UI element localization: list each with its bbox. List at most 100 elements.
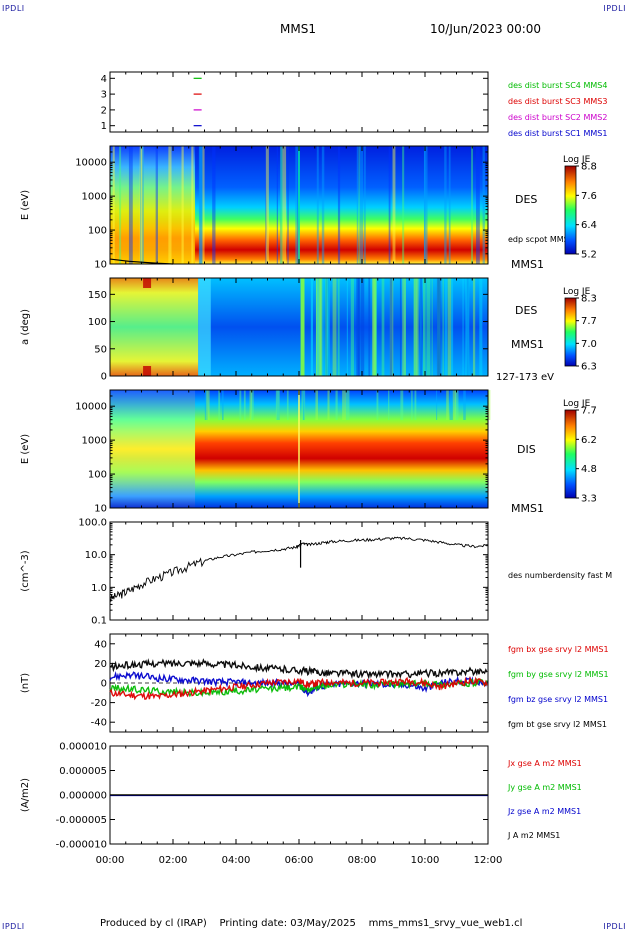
des-pitch-stripe — [447, 278, 452, 376]
des-energy-stripe — [359, 146, 364, 264]
dis-energy-colorbar-label: 7.7 — [581, 406, 597, 417]
dis-energy-stripe — [400, 390, 404, 420]
dis-energy-stripe — [243, 390, 246, 420]
des-pitch-stripe — [374, 278, 378, 376]
time-tick-label: 08:00 — [348, 855, 377, 866]
des-energy-stripe — [444, 146, 447, 264]
des-energy-stripe — [476, 146, 480, 264]
des-pitch-stripe — [442, 278, 444, 376]
des-energy-stripe — [128, 146, 133, 264]
des-pitch-stripe — [326, 278, 330, 376]
burst-legend-1: des dist burst SC1 MMS1 — [508, 129, 607, 138]
dis-energy-stripe — [436, 390, 438, 420]
des-pitch-transition — [198, 278, 211, 376]
des-pitch-hotspot — [143, 366, 152, 376]
des-pitch-stripe — [431, 278, 433, 376]
des-pitch-stripe — [319, 278, 323, 376]
dis-energy-stripe — [249, 390, 252, 420]
des-energy-sc-label: MMS1 — [511, 258, 544, 271]
des-energy-stripe — [202, 146, 205, 264]
des-energy-stripe — [388, 146, 391, 264]
des_energy-ytick-label: 100 — [88, 226, 107, 237]
dis-energy-stripe — [414, 390, 417, 420]
des_pitch-ytick-label: 0 — [101, 372, 107, 383]
time-tick-label: 10:00 — [411, 855, 440, 866]
dis_energy-ytick-label: 10 — [94, 504, 107, 515]
bfield-legend-2: fgm by gse srvy l2 MMS1 — [508, 670, 609, 679]
dis-energy-stripe — [335, 390, 338, 420]
des-pitch-label: DES — [515, 304, 537, 317]
des-pitch-stripe — [350, 278, 354, 376]
dis-energy-stripe — [204, 390, 208, 420]
current-legend-4: J A m2 MMS1 — [507, 831, 560, 840]
density-frame — [109, 521, 489, 621]
footer-printing-date: Printing date: 03/May/2025 — [219, 918, 356, 929]
des-energy-stripe — [280, 146, 283, 264]
corner-label-top-left: IPDLI — [2, 4, 25, 13]
des_pitch-ytick-label: 150 — [88, 290, 107, 301]
burst-legend-2: des dist burst SC2 MMS2 — [508, 113, 607, 122]
des-pitch-stripe — [325, 278, 329, 376]
des_pitch-ylabel: a (deg) — [20, 309, 31, 345]
des-pitch-stripe — [310, 278, 313, 376]
des-pitch-stripe — [444, 278, 448, 376]
des-pitch-stripe — [414, 278, 416, 376]
des-pitch-stripe — [404, 278, 406, 376]
footer-produced: Produced by cl (IRAP) — [100, 918, 207, 929]
density-ytick-label: 100.0 — [78, 518, 107, 529]
des-energy-colorbar — [564, 165, 577, 255]
dis-energy-stripe — [286, 390, 289, 420]
bfield-series-1 — [109, 676, 488, 701]
dis-energy-stripe — [452, 390, 457, 420]
des-pitch-stripe — [466, 278, 469, 376]
dis-energy-stripe — [342, 390, 346, 420]
des-pitch-colorbar-label: 7.0 — [581, 339, 597, 350]
burst-legend-3: des dist burst SC3 MMS3 — [508, 97, 607, 106]
des-energy-label: DES — [515, 193, 537, 206]
bfield-legend-4: fgm bt gse srvy l2 MMS1 — [508, 720, 607, 729]
current-ytick-label: -0.000005 — [56, 815, 107, 826]
time-tick-label: 00:00 — [96, 855, 125, 866]
des-pitch-stripe — [462, 278, 464, 376]
des-pitch-stripe — [319, 278, 322, 376]
des-energy-stripe — [181, 146, 184, 264]
time-tick-label: 02:00 — [159, 855, 188, 866]
dis_energy-ylabel: E (eV) — [20, 434, 31, 464]
des-energy-stripe — [363, 146, 366, 264]
dis-energy-stripe — [218, 390, 221, 420]
dis-energy-early-interval — [110, 390, 196, 508]
des-energy-stripe — [471, 146, 474, 264]
bfield-ytick-label: 0 — [101, 679, 107, 690]
des-energy-stripe — [191, 146, 194, 264]
des-pitch-stripe — [413, 278, 418, 376]
dis-energy-colorbar-title: Log JE — [563, 399, 591, 409]
des-pitch-stripe — [337, 278, 340, 376]
des-pitch-stripe — [316, 278, 320, 376]
des-pitch-stripe — [321, 278, 325, 376]
dis-energy-stripe — [454, 390, 459, 420]
current-legend-1: Jx gse A m2 MMS1 — [507, 759, 582, 768]
footer: Produced by cl (IRAP) Printing date: 03/… — [100, 918, 522, 929]
des-energy-stripe — [424, 146, 428, 264]
des-energy-stripe — [482, 146, 485, 264]
dis-energy-label: DIS — [517, 443, 536, 456]
des-energy-stripe — [337, 146, 341, 264]
des-pitch-stripe — [368, 278, 371, 376]
des-energy-colorbar-title: Log JE — [563, 155, 591, 165]
density-legend: des numberdensity fast M — [508, 571, 612, 580]
des-pitch-stripe — [389, 278, 394, 376]
des-pitch-stripe — [326, 278, 328, 376]
des-pitch-colorbar-title: Log JE — [563, 287, 591, 297]
density-series — [109, 536, 489, 602]
des-pitch-colorbar-label: 8.3 — [581, 294, 597, 305]
des-pitch-stripe — [372, 278, 376, 376]
density-ytick-label: 10.0 — [85, 550, 107, 561]
density-ytick-label: 0.1 — [91, 616, 107, 627]
des-energy-stripe — [265, 146, 269, 264]
des-pitch-stripe — [472, 278, 476, 376]
des-energy-stripe — [448, 146, 451, 264]
des-pitch-stripe — [311, 278, 313, 376]
dis-energy-stripe — [388, 390, 390, 420]
dis-energy-stripe — [221, 390, 224, 420]
